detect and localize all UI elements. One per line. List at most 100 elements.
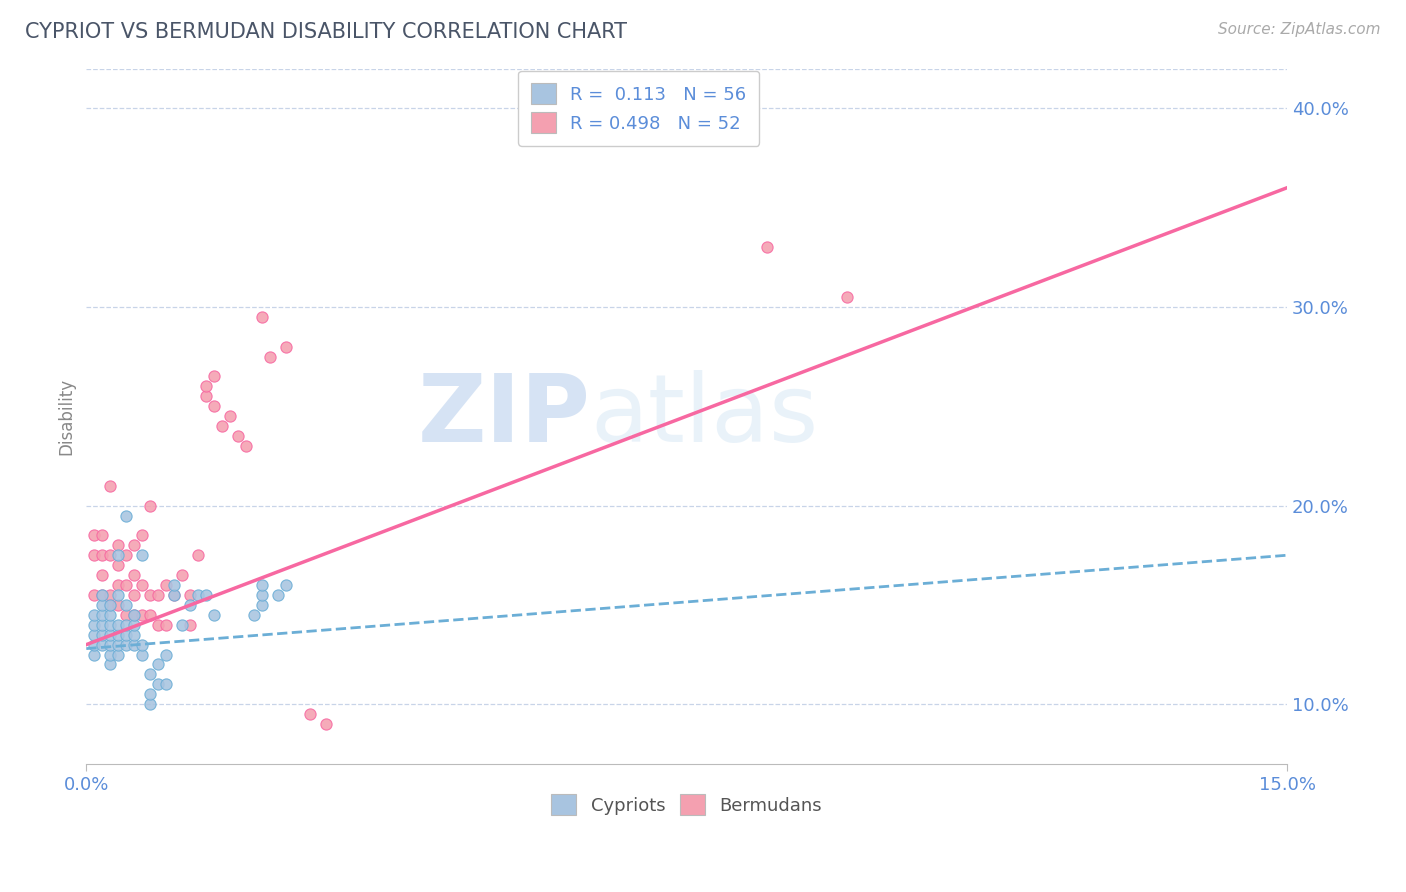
Point — [91, 568, 114, 582]
Point — [98, 598, 121, 612]
Point — [172, 617, 194, 632]
Point — [179, 588, 201, 602]
Point — [155, 648, 177, 662]
Point — [124, 607, 146, 622]
Point — [131, 548, 153, 562]
Point — [115, 598, 138, 612]
Point — [267, 588, 290, 602]
Point — [155, 677, 177, 691]
Point — [202, 369, 225, 384]
Point — [124, 568, 146, 582]
Point — [98, 479, 121, 493]
Point — [155, 578, 177, 592]
Point — [98, 628, 121, 642]
Point — [131, 607, 153, 622]
Point — [115, 508, 138, 523]
Point — [252, 598, 274, 612]
Point — [107, 648, 129, 662]
Point — [98, 657, 121, 672]
Point — [107, 628, 129, 642]
Point — [139, 499, 162, 513]
Point — [179, 598, 201, 612]
Y-axis label: Disability: Disability — [58, 377, 75, 455]
Point — [148, 617, 170, 632]
Point — [124, 588, 146, 602]
Point — [252, 588, 274, 602]
Point — [107, 638, 129, 652]
Point — [172, 568, 194, 582]
Point — [107, 548, 129, 562]
Point — [148, 588, 170, 602]
Point — [139, 667, 162, 681]
Point — [98, 648, 121, 662]
Point — [139, 588, 162, 602]
Point — [98, 607, 121, 622]
Point — [139, 687, 162, 701]
Point — [124, 628, 146, 642]
Point — [139, 607, 162, 622]
Point — [107, 588, 129, 602]
Point — [98, 548, 121, 562]
Point — [243, 607, 266, 622]
Point — [91, 598, 114, 612]
Text: CYPRIOT VS BERMUDAN DISABILITY CORRELATION CHART: CYPRIOT VS BERMUDAN DISABILITY CORRELATI… — [25, 22, 627, 42]
Point — [83, 628, 105, 642]
Legend: Cypriots, Bermudans: Cypriots, Bermudans — [543, 786, 831, 824]
Point — [115, 607, 138, 622]
Point — [315, 717, 337, 731]
Point — [211, 419, 233, 434]
Point — [187, 548, 209, 562]
Point — [91, 528, 114, 542]
Point — [83, 528, 105, 542]
Point — [202, 607, 225, 622]
Point — [131, 648, 153, 662]
Point — [83, 548, 105, 562]
Point — [91, 607, 114, 622]
Point — [98, 617, 121, 632]
Point — [195, 379, 218, 393]
Point — [259, 350, 281, 364]
Point — [299, 707, 322, 722]
Point — [252, 578, 274, 592]
Text: ZIP: ZIP — [418, 370, 591, 462]
Point — [148, 677, 170, 691]
Point — [139, 697, 162, 711]
Point — [195, 588, 218, 602]
Point — [131, 528, 153, 542]
Point — [131, 638, 153, 652]
Point — [83, 638, 105, 652]
Point — [124, 638, 146, 652]
Point — [276, 340, 298, 354]
Point — [195, 389, 218, 403]
Point — [187, 588, 209, 602]
Text: Source: ZipAtlas.com: Source: ZipAtlas.com — [1218, 22, 1381, 37]
Point — [252, 310, 274, 324]
Point — [83, 617, 105, 632]
Point — [98, 588, 121, 602]
Point — [83, 588, 105, 602]
Point — [115, 578, 138, 592]
Point — [115, 628, 138, 642]
Point — [235, 439, 257, 453]
Point — [91, 548, 114, 562]
Point — [91, 588, 114, 602]
Point — [219, 409, 242, 424]
Point — [276, 578, 298, 592]
Point — [98, 638, 121, 652]
Point — [107, 538, 129, 552]
Point — [148, 657, 170, 672]
Point — [107, 558, 129, 573]
Point — [179, 617, 201, 632]
Point — [163, 588, 186, 602]
Point — [107, 598, 129, 612]
Point — [124, 617, 146, 632]
Point — [124, 538, 146, 552]
Text: atlas: atlas — [591, 370, 818, 462]
Point — [91, 588, 114, 602]
Point — [155, 617, 177, 632]
Point — [91, 617, 114, 632]
Point — [91, 638, 114, 652]
Point — [83, 607, 105, 622]
Point — [91, 628, 114, 642]
Point — [107, 617, 129, 632]
